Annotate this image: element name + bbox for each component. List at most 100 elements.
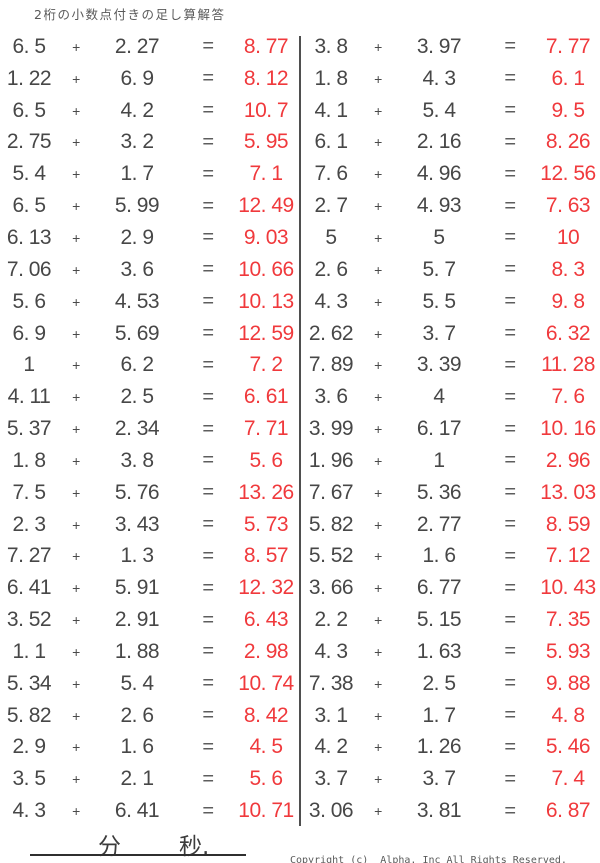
addend-2: 4. 53 [114, 289, 160, 313]
answer-value: 6. 1 [551, 66, 585, 90]
problem-row: 2. 62 +3. 7 = 6. 32 [302, 318, 600, 350]
problem-row: 6. 1 +2. 16 = 8. 26 [302, 127, 600, 159]
addend-1: 6. 5 [12, 194, 46, 218]
addend-1: 1. 22 [6, 66, 52, 90]
equals-operator: = [504, 226, 516, 249]
addend-1: 2. 6 [314, 257, 348, 281]
plus-operator: + [374, 38, 382, 55]
problem-row: 7. 38 +2. 5 = 9. 88 [302, 668, 600, 700]
problem-row: 6. 9 +5. 69 = 12. 59 [0, 318, 298, 350]
addend-2: 5. 76 [114, 480, 160, 504]
plus-operator: + [72, 70, 80, 87]
plus-operator: + [72, 675, 80, 692]
problem-row: 6. 41 +5. 91 = 12. 32 [0, 572, 298, 604]
answer-value: 5. 6 [249, 767, 283, 791]
answer-value: 7. 1 [249, 162, 283, 186]
addend-2: 3. 81 [416, 799, 462, 823]
answer-value: 10. 13 [238, 289, 294, 313]
answer-value: 8. 57 [243, 544, 289, 568]
answer-value: 7. 63 [545, 194, 591, 218]
equals-operator: = [504, 162, 516, 185]
equals-operator: = [202, 544, 214, 567]
addend-1: 3. 8 [314, 34, 348, 58]
addend-2: 6. 41 [114, 799, 160, 823]
equals-operator: = [202, 194, 214, 217]
plus-operator: + [374, 357, 382, 374]
problem-row: 7. 89 +3. 39 = 11. 28 [302, 349, 600, 381]
addend-2: 2. 6 [120, 703, 154, 727]
equals-operator: = [202, 608, 214, 631]
equals-operator: = [504, 704, 516, 727]
equals-operator: = [504, 513, 516, 536]
equals-operator: = [202, 162, 214, 185]
problem-row: 3. 66 +6. 77 = 10. 43 [302, 572, 600, 604]
addend-1: 7. 38 [308, 671, 354, 695]
equals-operator: = [202, 99, 214, 122]
equals-operator: = [504, 544, 516, 567]
addend-2: 2. 9 [120, 225, 154, 249]
answer-value: 11. 28 [541, 353, 595, 377]
plus-operator: + [72, 134, 80, 151]
addend-1: 4. 1 [314, 98, 348, 122]
answer-value: 10. 71 [238, 799, 294, 823]
equals-operator: = [202, 704, 214, 727]
addend-1: 1. 96 [308, 448, 354, 472]
equals-operator: = [202, 290, 214, 313]
addend-2: 4 [433, 385, 445, 409]
problem-row: 5. 34 +5. 4 = 10. 74 [0, 668, 298, 700]
equals-operator: = [504, 99, 516, 122]
answer-value: 9. 03 [243, 225, 289, 249]
minutes-label: 分 [98, 834, 121, 860]
addend-2: 4. 3 [422, 66, 456, 90]
equals-operator: = [202, 385, 214, 408]
problem-row: 5. 6 +4. 53 = 10. 13 [0, 286, 298, 318]
equals-operator: = [504, 385, 516, 408]
plus-operator: + [72, 548, 80, 565]
equals-operator: = [202, 767, 214, 790]
equals-operator: = [504, 130, 516, 153]
addend-2: 3. 7 [422, 321, 456, 345]
addend-2: 1. 6 [422, 544, 456, 568]
plus-operator: + [72, 421, 80, 438]
addend-1: 7. 5 [12, 480, 46, 504]
equals-operator: = [504, 640, 516, 663]
plus-operator: + [72, 357, 80, 374]
answer-value: 6. 43 [243, 608, 289, 632]
addend-1: 2. 75 [6, 130, 52, 154]
plus-operator: + [374, 612, 382, 629]
plus-operator: + [72, 739, 80, 756]
answer-value: 12. 32 [238, 576, 294, 600]
plus-operator: + [374, 229, 382, 246]
plus-operator: + [72, 803, 80, 820]
answer-value: 7. 12 [545, 544, 591, 568]
problem-row: 2. 9 +1. 6 = 4. 5 [0, 732, 298, 764]
problem-row: 2. 75 +3. 2 = 5. 95 [0, 127, 298, 159]
plus-operator: + [374, 134, 382, 151]
plus-operator: + [72, 516, 80, 533]
answer-value: 7. 71 [243, 417, 289, 441]
answer-value: 7. 4 [551, 767, 585, 791]
problem-row: 5. 37 +2. 34 = 7. 71 [0, 413, 298, 445]
addend-2: 2. 91 [114, 608, 160, 632]
plus-operator: + [374, 484, 382, 501]
equals-operator: = [504, 258, 516, 281]
addend-2: 5. 4 [422, 98, 456, 122]
problem-row: 4. 3 +6. 41 = 10. 71 [0, 795, 298, 827]
answer-value: 2. 96 [545, 448, 591, 472]
answer-value: 2. 98 [243, 639, 289, 663]
addend-2: 2. 1 [120, 767, 154, 791]
addend-2: 5. 15 [416, 608, 462, 632]
plus-operator: + [72, 261, 80, 278]
problem-row: 7. 5 +5. 76 = 13. 26 [0, 477, 298, 509]
problem-row: 5. 82 +2. 77 = 8. 59 [302, 509, 600, 541]
problem-row: 1 +6. 2 = 7. 2 [0, 349, 298, 381]
plus-operator: + [374, 293, 382, 310]
addend-2: 5. 99 [114, 194, 160, 218]
addend-1: 7. 89 [308, 353, 354, 377]
addend-2: 2. 34 [114, 417, 160, 441]
answer-value: 5. 46 [545, 735, 591, 759]
addend-2: 3. 39 [416, 353, 462, 377]
problem-row: 5. 4 +1. 7 = 7. 1 [0, 158, 298, 190]
answer-value: 10. 66 [238, 257, 294, 281]
